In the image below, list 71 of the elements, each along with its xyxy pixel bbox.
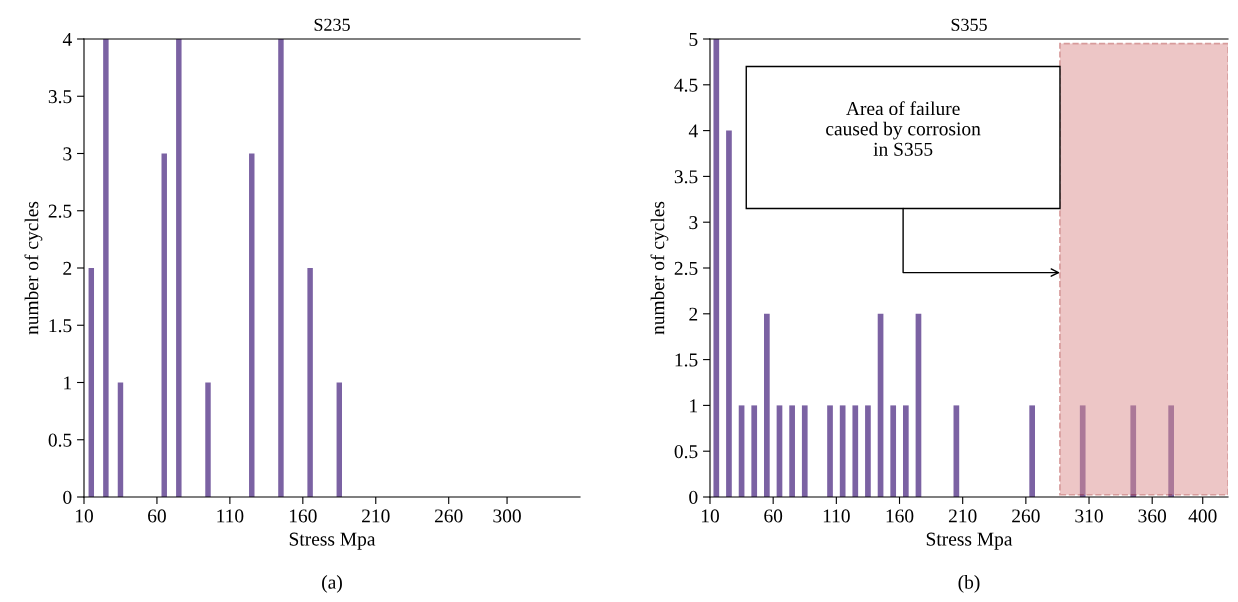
- bar: [764, 313, 770, 497]
- x-tick-label: 10: [701, 509, 719, 523]
- bar: [1130, 405, 1137, 497]
- y-tick-label: 1: [64, 376, 72, 390]
- chart-title: S355: [951, 18, 987, 31]
- bar: [205, 382, 211, 497]
- y-tick-label: 3: [689, 216, 698, 230]
- x-tick-label: 210: [948, 509, 977, 523]
- x-axis-title: Stress Mpa: [926, 532, 1013, 550]
- bar: [88, 268, 95, 497]
- bar: [307, 268, 313, 497]
- bar: [789, 405, 795, 497]
- x-axis-title: Stress Mpa: [289, 532, 376, 550]
- chart-title: S235: [314, 18, 350, 31]
- y-tick-label: 0.5: [674, 445, 698, 459]
- y-tick-label: 1.5: [49, 319, 72, 333]
- text: (a): [322, 575, 342, 593]
- y-tick-label: 4.5: [674, 78, 698, 92]
- bar: [726, 130, 732, 497]
- x-tick-label: 160: [289, 509, 317, 523]
- annotation: Area of failure caused by corrosion in S355: [826, 101, 981, 156]
- y-tick-label: 0.5: [48, 433, 72, 447]
- bar: [827, 405, 833, 497]
- x-tick-label: 300: [493, 509, 521, 523]
- bar: [117, 382, 124, 497]
- y-axis-title: number of cycles: [650, 201, 669, 335]
- x-tick-label: 210: [362, 509, 390, 523]
- x-tick-label: 360: [1138, 509, 1167, 523]
- y-tick-label: 4: [62, 32, 72, 46]
- x-tick-label: 60: [148, 509, 166, 523]
- y-tick-label: 1.5: [675, 353, 698, 367]
- bar: [713, 39, 720, 497]
- y-tick-label: 2: [63, 261, 72, 275]
- bar: [801, 405, 808, 497]
- bar: [1029, 405, 1036, 497]
- x-tick-label: 10: [75, 509, 93, 523]
- y-tick-label: 3.5: [674, 170, 698, 184]
- x-tick-label: 260: [1012, 509, 1040, 523]
- y-tick-label: 2.5: [48, 204, 72, 218]
- y-tick-label: 4: [688, 124, 698, 138]
- bar: [890, 405, 897, 497]
- bar: [176, 39, 182, 497]
- y-tick-label: 5: [689, 33, 698, 46]
- bar: [902, 405, 909, 497]
- x-tick-label: 110: [217, 509, 244, 523]
- text: (b): [958, 575, 980, 593]
- x-tick-label: 400: [1188, 509, 1217, 523]
- bar: [852, 405, 859, 497]
- y-tick-label: 2: [689, 307, 698, 321]
- x-tick-label: 110: [823, 509, 850, 523]
- bar: [278, 39, 284, 497]
- bar: [751, 405, 758, 497]
- bar: [336, 382, 343, 497]
- x-tick-label: 60: [764, 509, 783, 523]
- y-tick-label: 0: [689, 490, 698, 504]
- bar: [1079, 405, 1086, 497]
- y-tick-label: 3: [63, 147, 72, 161]
- y-tick-label: 2.5: [674, 261, 698, 276]
- x-tick-label: 310: [1075, 509, 1103, 523]
- bar: [249, 153, 255, 497]
- bar: [103, 39, 109, 497]
- x-tick-label: 260: [434, 509, 463, 523]
- y-tick-label: 3.5: [48, 90, 72, 104]
- bar: [839, 405, 846, 497]
- y-axis-title: number of cycles: [24, 201, 43, 335]
- x-tick-label: 160: [886, 509, 914, 523]
- y-tick-label: 1: [690, 399, 698, 413]
- bar: [161, 153, 167, 497]
- bar: [865, 405, 871, 497]
- bar: [1168, 405, 1174, 497]
- y-tick-label: 0: [63, 490, 72, 504]
